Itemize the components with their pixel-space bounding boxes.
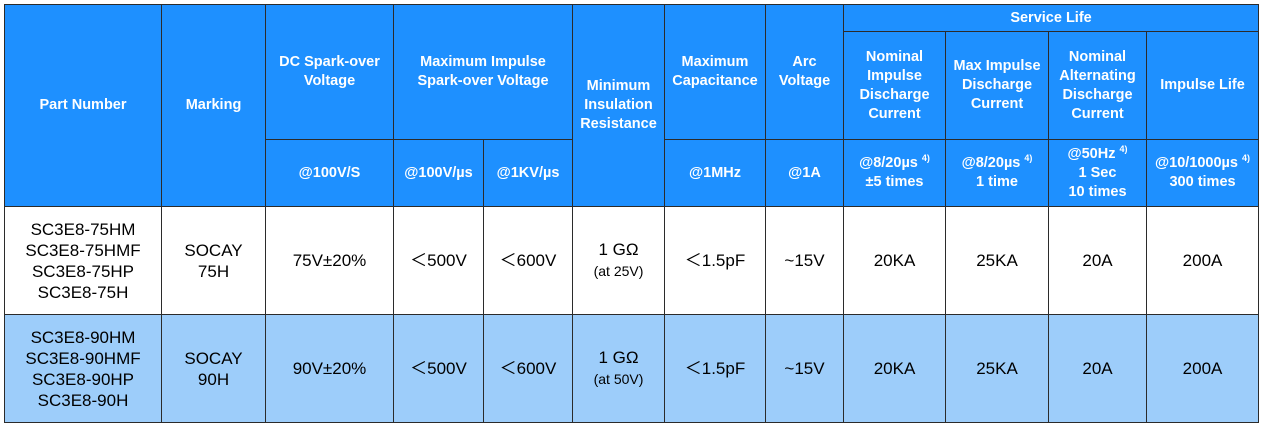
header-marking: Marking: [161, 4, 266, 207]
header-row-top: Part Number Marking DC Spark-over Voltag…: [4, 4, 1260, 207]
header-dc-spark: DC Spark-over Voltage: [265, 4, 394, 140]
footnote-ref: 4): [1119, 143, 1128, 154]
alternating-cell: 20A: [1048, 206, 1147, 315]
arc-cell: ~15V: [765, 206, 844, 315]
insulation-note: (at 50V): [593, 371, 644, 387]
header-row-mid: Nominal Impulse Discharge Current Max Im…: [5, 31, 1260, 140]
part-number: SC3E8-90H: [37, 390, 129, 410]
subheader-impulse-life-line2: 300 times: [1169, 174, 1236, 190]
nominal-impulse-cell: 20KA: [843, 314, 946, 423]
subheader-alternating-line3: 10 times: [1068, 183, 1127, 200]
spec-table: Part Number Marking DC Spark-over Voltag…: [4, 4, 1260, 423]
marking-cell: SOCAY 75H: [161, 206, 266, 315]
marking-line2: 90H: [197, 369, 230, 389]
arc-cell: ~15V: [765, 314, 844, 423]
header-impulse-life: Impulse Life: [1145, 31, 1260, 140]
nominal-impulse-cell: 20KA: [843, 206, 946, 315]
part-number: SC3E8-90HM: [30, 327, 136, 347]
subheader-cap: @1MHz: [664, 139, 766, 207]
subheader-alternating: @50Hz 4) 1 Sec 10 times: [1048, 139, 1147, 207]
footnote-ref: 4): [1242, 153, 1251, 163]
imp-100v-cell: ＜500V: [393, 206, 484, 315]
header-nominal-alternating: Nominal Alternating Discharge Current: [1048, 31, 1147, 140]
dc-spark-cell: 75V±20%: [265, 206, 394, 315]
part-number-cell: SC3E8-90HM SC3E8-90HMF SC3E8-90HP SC3E8-…: [4, 314, 162, 423]
capacitance-cell: ＜1.5pF: [664, 314, 766, 423]
footnote-ref: 4): [1024, 153, 1033, 163]
max-impulse-cell: 25KA: [945, 314, 1049, 423]
subheader-impulse-life: @10/1000µs 4) 300 times: [1145, 139, 1260, 207]
insulation-note: (at 25V): [593, 263, 644, 279]
insulation-cell: 1 GΩ (at 50V): [572, 314, 665, 423]
part-number: SC3E8-90HMF: [25, 348, 141, 368]
subheader-alternating-line2: 1 Sec: [1078, 164, 1117, 181]
imp-100v-cell: ＜500V: [393, 314, 484, 423]
insulation-value: 1 GΩ: [598, 348, 639, 367]
insulation-cell: 1 GΩ (at 25V): [572, 206, 665, 315]
subheader-dc-spark: @100V/S: [265, 139, 394, 207]
imp-1kv-cell: ＜600V: [483, 314, 573, 423]
footnote-ref: 4): [921, 153, 930, 163]
imp-1kv-cell: ＜600V: [483, 206, 573, 315]
header-nominal-impulse: Nominal Impulse Discharge Current: [843, 31, 946, 140]
marking-cell: SOCAY 90H: [161, 314, 266, 423]
header-max-capacitance: Maximum Capacitance: [664, 4, 766, 140]
dc-spark-cell: 90V±20%: [265, 314, 394, 423]
marking-line1: SOCAY: [184, 348, 243, 368]
header-max-impulse-discharge: Max Impulse Discharge Current: [945, 31, 1049, 140]
header-min-insulation: Minimum Insulation Resistance: [572, 4, 665, 207]
subheader-arc: @1A: [765, 139, 844, 207]
max-impulse-cell: 25KA: [945, 206, 1049, 315]
subheader-nominal-impulse-line1: @8/20µs 4): [859, 153, 930, 172]
header-max-impulse: Maximum Impulse Spark-over Voltage: [393, 4, 573, 140]
marking-line2: 75H: [197, 261, 230, 281]
alternating-cell: 20A: [1048, 314, 1147, 423]
part-number-cell: SC3E8-75HM SC3E8-75HMF SC3E8-75HP SC3E8-…: [4, 206, 162, 315]
table-row: SC3E8-75HM SC3E8-75HMF SC3E8-75HP SC3E8-…: [4, 206, 1260, 315]
part-number: SC3E8-75HM: [30, 219, 136, 239]
capacitance-cell: ＜1.5pF: [664, 206, 766, 315]
header-part-number: Part Number: [4, 4, 162, 207]
subheader-nominal-impulse-line2: ±5 times: [865, 174, 924, 190]
table-row: SC3E8-90HM SC3E8-90HMF SC3E8-90HP SC3E8-…: [4, 314, 1260, 423]
part-number: SC3E8-90HP: [31, 369, 135, 389]
marking-line1: SOCAY: [184, 240, 243, 260]
subheader-max-impulse-line1: @8/20µs 4): [961, 153, 1033, 172]
subheader-imp-100v: @100V/µs: [393, 139, 484, 207]
subheader-nominal-impulse: @8/20µs 4) ±5 times: [843, 139, 946, 207]
subheader-max-impulse-line2: 1 time: [976, 174, 1018, 190]
header-arc-voltage: Arc Voltage: [765, 4, 844, 140]
subheader-alternating-line1: @50Hz 4): [1067, 143, 1128, 162]
subheader-max-impulse: @8/20µs 4) 1 time: [945, 139, 1049, 207]
impulse-life-cell: 200A: [1145, 206, 1260, 315]
part-number: SC3E8-75HP: [31, 261, 135, 281]
impulse-life-cell: 200A: [1145, 314, 1260, 423]
header-row-sub: @100V/S @100V/µs @1KV/µs @1MHz @1A @8/20…: [5, 139, 1260, 207]
insulation-value: 1 GΩ: [598, 240, 639, 259]
part-number: SC3E8-75HMF: [25, 240, 141, 260]
subheader-imp-1kv: @1KV/µs: [483, 139, 573, 207]
header-service-life: Service Life: [842, 4, 1260, 32]
subheader-impulse-life-line1: @10/1000µs 4): [1155, 153, 1251, 172]
part-number: SC3E8-75H: [37, 282, 129, 302]
